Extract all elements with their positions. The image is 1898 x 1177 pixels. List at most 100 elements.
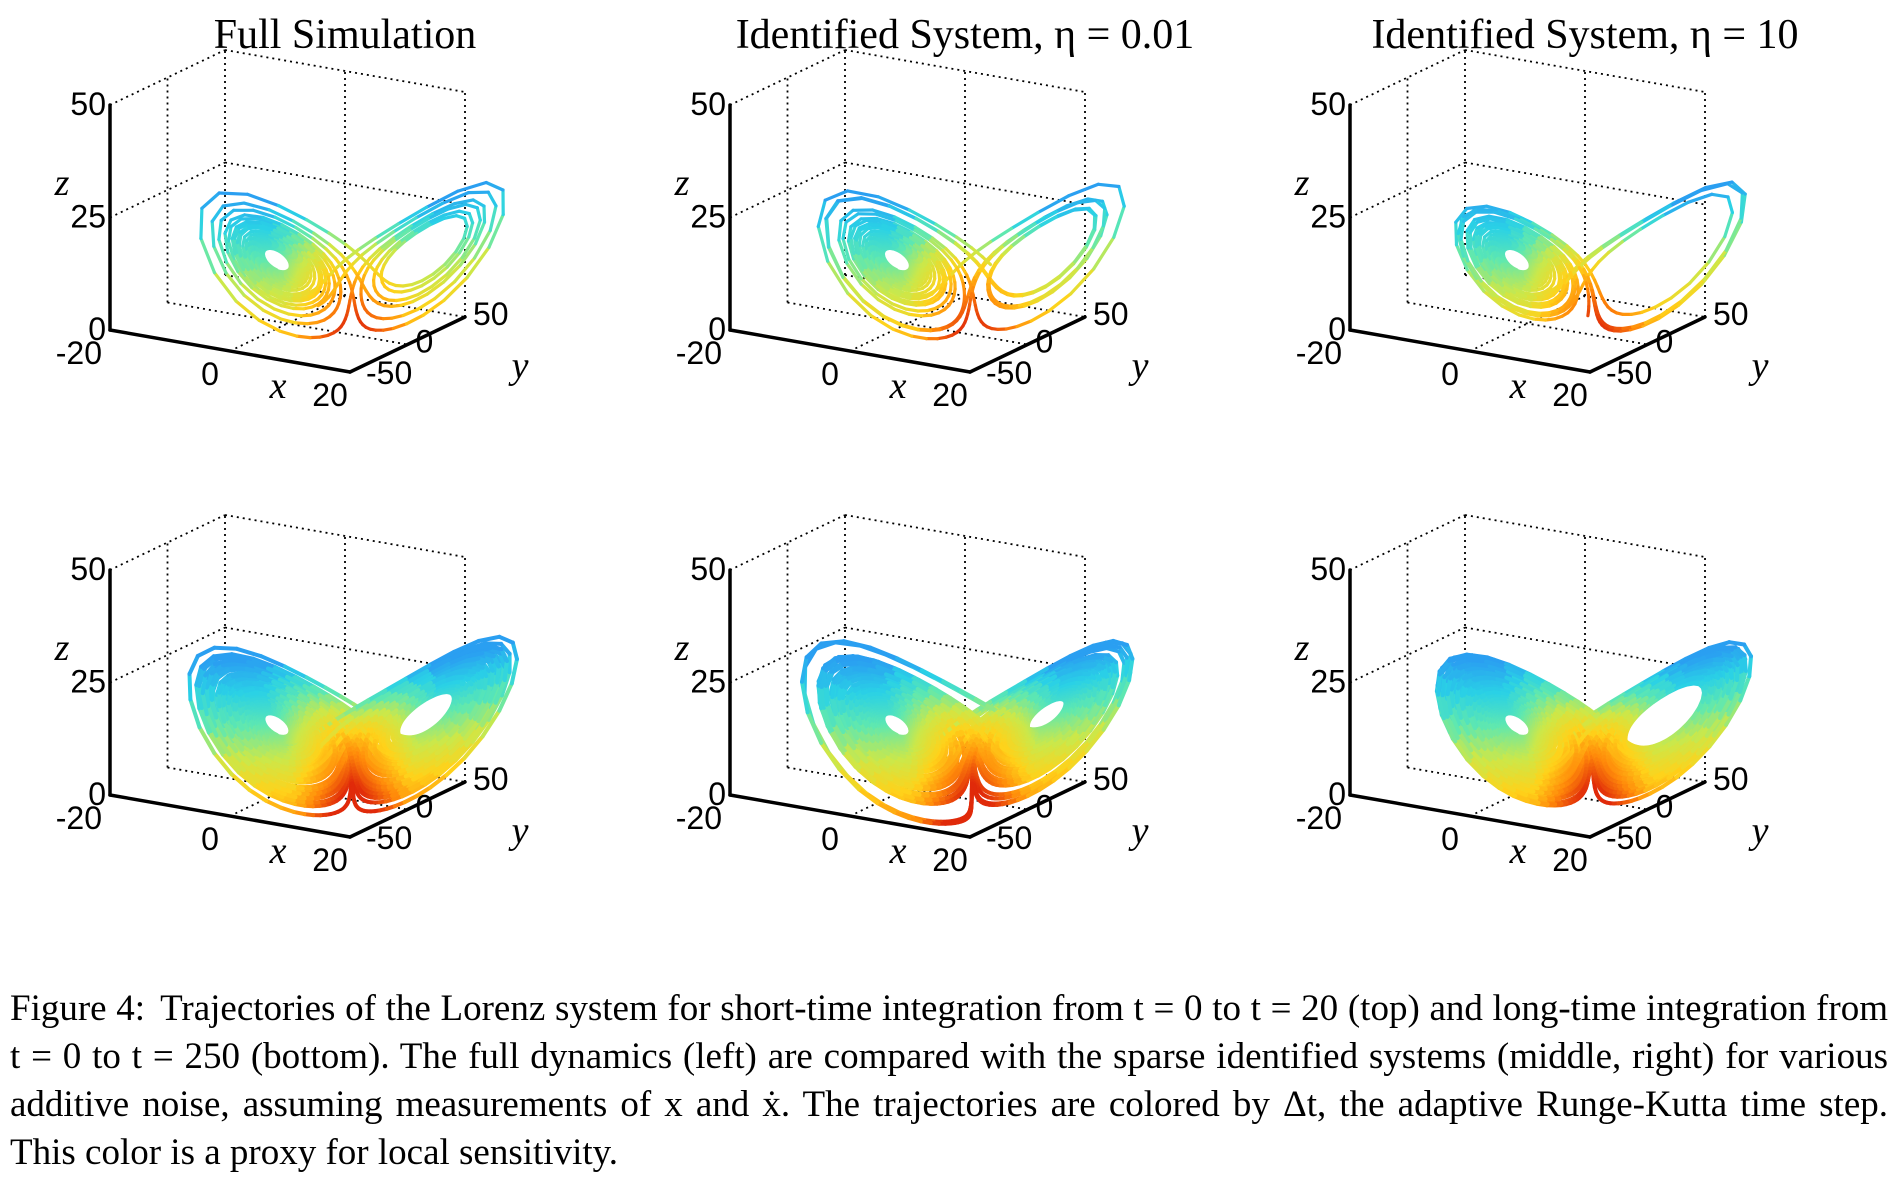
trajectory-segment <box>1599 253 1609 262</box>
trajectory-segment <box>1592 262 1599 270</box>
trajectory-segment <box>1061 268 1078 284</box>
trajectory-segment <box>281 319 296 323</box>
trajectory-segment <box>281 808 294 812</box>
trajectory-segment <box>469 223 473 237</box>
x-tick-label: 20 <box>312 377 348 413</box>
trajectory-segment <box>839 221 841 240</box>
y-axis-label: y <box>1748 345 1769 387</box>
trajectory-segment <box>1484 224 1496 226</box>
trajectory-segment <box>435 282 455 299</box>
trajectory-segment <box>412 281 422 285</box>
x-tick-label: 0 <box>201 821 219 857</box>
trajectory-segment <box>488 192 496 206</box>
trajectory-segment <box>1478 234 1480 245</box>
trajectory-segment <box>1031 311 1049 321</box>
y-axis-label: y <box>508 345 529 387</box>
z-tick-label: 50 <box>70 551 106 587</box>
x-axis <box>730 330 970 372</box>
grid-line <box>110 163 225 218</box>
trajectory-segment <box>190 674 191 699</box>
trajectory-segment <box>201 208 202 238</box>
trajectory-segment <box>411 286 422 290</box>
figure-canvas: Full Simulation 50 25 0 -20 0 20 50 0 -50 z x y Ident… <box>0 0 1898 925</box>
trajectory-segment <box>1588 311 1589 316</box>
trajectory-segment <box>903 326 918 330</box>
trajectory-segment <box>1047 275 1061 285</box>
z-tick-label: 25 <box>690 199 726 235</box>
y-tick-label: 0 <box>1036 324 1054 360</box>
trajectory-segment <box>393 324 406 329</box>
y-tick-label: -50 <box>366 820 412 856</box>
x-axis-label: x <box>269 830 287 872</box>
x-tick-label: 20 <box>932 377 968 413</box>
trajectory-segment <box>1456 222 1457 245</box>
y-tick-label: 50 <box>1713 296 1749 332</box>
trajectory-segment <box>346 245 358 255</box>
trajectory-segment <box>848 191 879 197</box>
trajectory-segment <box>329 233 346 245</box>
trajectory <box>818 184 1124 338</box>
trajectory-segment <box>202 193 219 208</box>
trajectory-segment <box>1476 234 1477 247</box>
trajectory-segment <box>1119 187 1124 207</box>
trajectory-segment <box>486 183 503 191</box>
y-tick-label: -50 <box>1606 355 1652 391</box>
trajectory-segment <box>1534 319 1546 320</box>
trajectory-segment <box>1087 228 1095 245</box>
grid-line <box>1350 163 1465 218</box>
trajectory-segment <box>1712 194 1728 197</box>
trajectory-segment <box>868 227 879 228</box>
panel-top-middle: Identified System, η = 0.0150250-2002050… <box>674 12 1195 413</box>
trajectory-segment <box>245 215 263 218</box>
grid-lines <box>730 50 1085 351</box>
trajectory-segment <box>1103 208 1104 225</box>
trajectory-segment <box>1470 233 1471 249</box>
x-tick-label: 20 <box>312 842 348 878</box>
z-tick-label: 25 <box>70 664 106 700</box>
z-tick-label: 50 <box>70 86 106 122</box>
trajectory-segment <box>1049 294 1071 311</box>
trajectory-segment <box>857 240 859 254</box>
panel-title: Identified System, η = 0.01 <box>736 12 1195 58</box>
trajectory-segment <box>1725 213 1733 237</box>
trajectory-segment <box>259 320 280 331</box>
x-tick-label: 0 <box>821 356 839 392</box>
z-tick-label: 50 <box>1310 86 1346 122</box>
z-tick-label: 25 <box>1310 199 1346 235</box>
trajectory-segment <box>1078 200 1096 202</box>
x-tick-label: 0 <box>1441 356 1459 392</box>
x-tick-label: -20 <box>56 335 102 371</box>
trajectory-segment <box>1002 247 1011 256</box>
trajectory-segment <box>477 208 480 220</box>
trajectory-segment <box>219 193 247 194</box>
trajectory-segment <box>266 801 281 808</box>
x-tick-label: -20 <box>1296 335 1342 371</box>
trajectory-segment <box>229 227 232 241</box>
trajectory-segment <box>1655 298 1671 307</box>
panel-title: Full Simulation <box>214 12 477 58</box>
trajectory-segment <box>274 309 289 314</box>
trajectory-segment <box>401 302 413 306</box>
y-axis-label: y <box>1128 345 1149 387</box>
trajectory-segment <box>285 303 296 305</box>
x-axis-label: x <box>889 365 907 407</box>
trajectory-segment <box>1728 197 1732 213</box>
trajectory-segment <box>1642 307 1655 312</box>
y-tick-label: 50 <box>473 761 509 797</box>
trajectory-segment <box>1467 231 1468 248</box>
y-tick-label: 50 <box>473 296 509 332</box>
trajectory-segment <box>893 329 912 336</box>
z-axis-label: z <box>1294 162 1310 204</box>
trajectory-segment <box>1682 279 1705 301</box>
x-axis-label: x <box>1509 365 1527 407</box>
y-tick-label: -50 <box>366 355 412 391</box>
trajectory <box>201 183 503 338</box>
z-tick-label: 50 <box>690 86 726 122</box>
trajectory-segment <box>906 309 918 311</box>
trajectory-segment <box>1017 321 1031 327</box>
trajectory-segment <box>289 314 301 316</box>
trajectory-segment <box>297 336 310 338</box>
trajectory-segment <box>198 648 215 656</box>
z-axis-label: z <box>54 162 70 204</box>
